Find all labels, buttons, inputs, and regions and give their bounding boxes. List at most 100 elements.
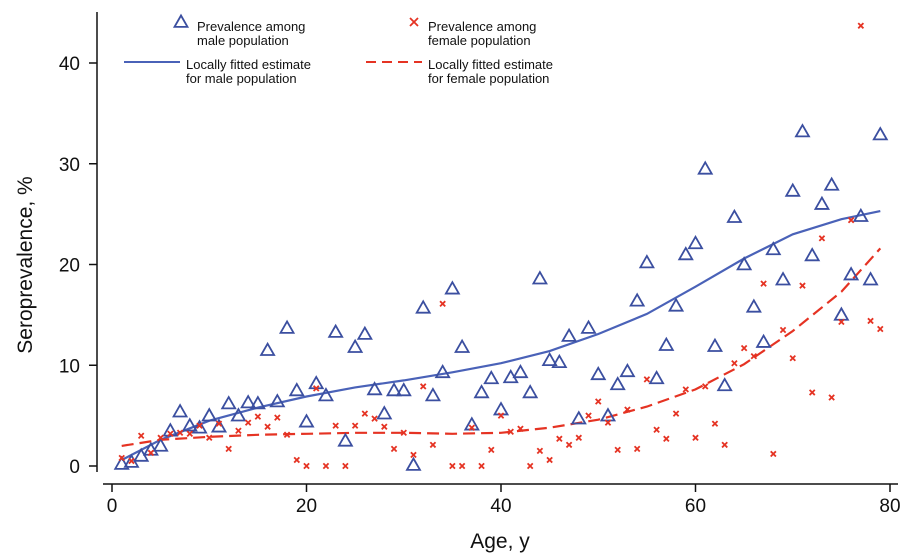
female-point	[186, 430, 194, 437]
x-marker-stroke	[390, 445, 398, 453]
male-point	[745, 298, 762, 313]
x-marker-stroke	[264, 423, 271, 430]
male-point	[726, 208, 743, 223]
male-point	[463, 416, 480, 431]
male-point	[813, 195, 830, 210]
x-marker-stroke	[409, 17, 419, 27]
legend-label-line2: for female population	[428, 71, 549, 86]
x-marker-stroke	[672, 410, 680, 417]
male-point	[201, 407, 218, 422]
female-point	[235, 427, 242, 434]
male-point	[298, 413, 315, 428]
x-marker-stroke	[186, 430, 194, 437]
male-point	[706, 337, 724, 352]
male-point	[220, 395, 237, 410]
x-tick-label: 80	[879, 496, 900, 517]
x-marker-stroke	[468, 424, 476, 431]
x-marker-stroke	[760, 280, 767, 287]
female-point	[157, 434, 164, 442]
x-marker-stroke	[847, 216, 855, 224]
axes	[96, 12, 898, 485]
female-point	[264, 423, 271, 430]
x-marker-stroke	[381, 423, 388, 430]
male-point	[561, 327, 578, 342]
x-marker-stroke	[507, 428, 514, 435]
female-point	[750, 352, 758, 360]
female-point	[390, 445, 398, 453]
female-point	[244, 419, 252, 426]
female-point	[556, 435, 563, 443]
x-marker-stroke	[779, 326, 787, 334]
female-point	[595, 398, 602, 405]
x-marker-stroke	[838, 318, 845, 326]
female-point	[838, 318, 845, 326]
female-point	[828, 394, 835, 401]
legend-label-line1: Locally fitted estimate	[186, 57, 311, 72]
male-point	[415, 299, 432, 314]
female-point	[293, 456, 301, 464]
x-marker-stroke	[556, 435, 563, 443]
female-point	[371, 415, 378, 422]
male-point	[687, 235, 704, 250]
legend-label-line2: female population	[428, 33, 531, 48]
male-point	[366, 381, 383, 396]
male-point	[677, 246, 694, 261]
female-point	[488, 446, 495, 454]
x-marker-stroke	[585, 412, 592, 419]
male-point	[522, 384, 539, 399]
x-marker-stroke	[595, 398, 602, 405]
female-point	[458, 462, 466, 470]
x-marker-stroke	[419, 383, 427, 390]
x-marker-stroke	[770, 450, 777, 458]
x-marker-stroke	[517, 425, 524, 432]
x-marker-stroke	[857, 22, 865, 29]
female-point	[468, 424, 476, 431]
x-marker-stroke	[614, 446, 621, 454]
male-point	[405, 456, 422, 471]
male-point	[638, 254, 655, 269]
female-point	[546, 456, 553, 464]
x-marker-stroke	[478, 462, 485, 470]
x-marker-stroke	[799, 282, 806, 289]
x-marker-stroke	[274, 414, 281, 421]
male-point	[162, 422, 179, 437]
male-point	[755, 333, 772, 348]
x-marker-stroke	[303, 462, 310, 470]
female-point	[478, 462, 485, 470]
male-point	[473, 384, 490, 399]
x-marker-stroke	[808, 389, 816, 396]
x-marker-stroke	[167, 430, 174, 437]
female-point	[770, 450, 777, 458]
female-point	[672, 410, 680, 417]
x-marker-stroke	[283, 431, 291, 439]
y-tick-label: 0	[69, 457, 80, 478]
female-fitted-curve	[121, 247, 882, 447]
x-marker-stroke	[789, 354, 796, 362]
male-point	[395, 382, 412, 397]
x-marker-stroke	[176, 429, 184, 436]
legend-label-line2: male population	[197, 33, 289, 48]
x-marker-stroke	[196, 422, 203, 429]
female-point	[342, 462, 349, 470]
female-point	[789, 354, 796, 362]
x-marker-stroke	[877, 325, 884, 333]
x-marker-stroke	[410, 451, 417, 459]
male-point	[843, 266, 860, 281]
female-point	[740, 344, 748, 352]
x-tick-label: 40	[490, 496, 511, 517]
legend-triangle-marker	[172, 13, 190, 28]
x-marker-stroke	[711, 420, 719, 427]
male-point	[376, 405, 393, 420]
x-marker-stroke	[439, 300, 446, 308]
y-tick-label: 10	[59, 356, 80, 377]
male-point	[230, 407, 247, 422]
data-points	[113, 22, 889, 471]
y-tick-label: 30	[59, 155, 80, 176]
male-point	[541, 351, 558, 366]
legend-item-female-points: Prevalence among female population	[409, 17, 536, 48]
female-point	[624, 406, 631, 413]
male-point	[648, 370, 665, 385]
male-point	[492, 401, 510, 416]
male-point	[356, 325, 373, 340]
legend-item-male-curve: Locally fitted estimate for male populat…	[124, 57, 311, 86]
